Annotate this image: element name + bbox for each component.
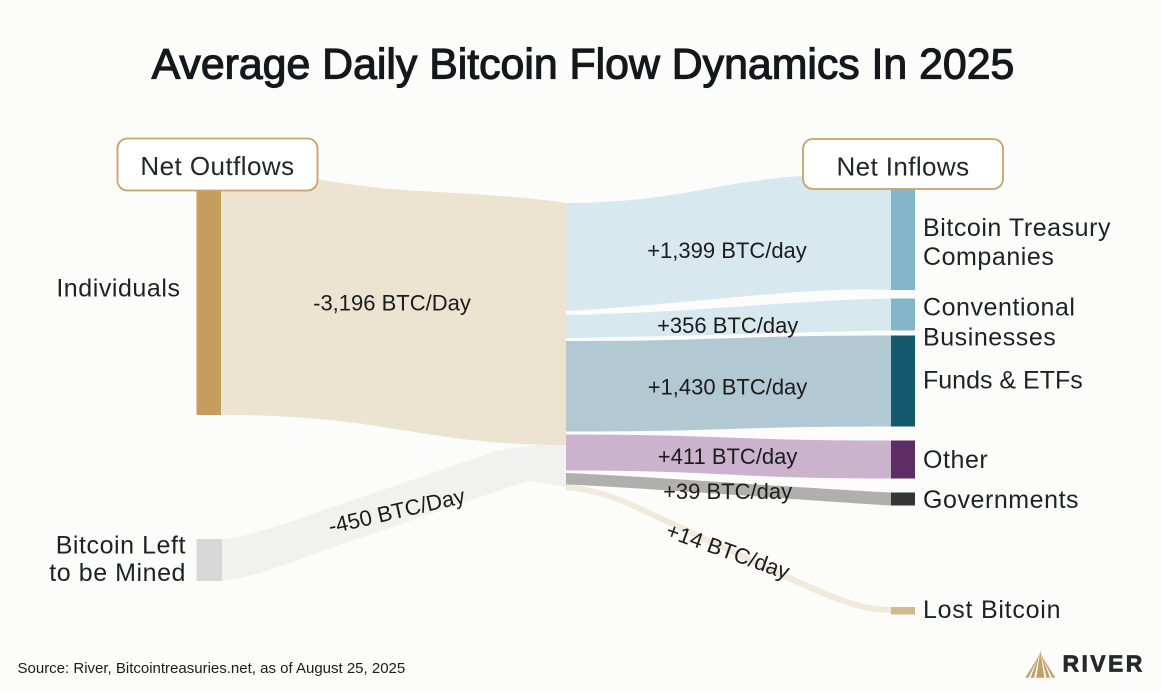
svg-text:Net Inflows: Net Inflows — [836, 152, 969, 182]
svg-text:+39 BTC/day: +39 BTC/day — [663, 479, 792, 504]
svg-text:Individuals: Individuals — [56, 275, 180, 303]
svg-text:Other: Other — [923, 446, 988, 474]
svg-text:-3,196 BTC/Day: -3,196 BTC/Day — [313, 291, 471, 316]
svg-text:Companies: Companies — [923, 243, 1054, 271]
svg-text:Net Outflows: Net Outflows — [140, 151, 294, 181]
svg-text:Businesses: Businesses — [923, 324, 1056, 352]
svg-text:Source: River, Bitcointreasuri: Source: River, Bitcointreasuries.net, as… — [18, 660, 406, 677]
svg-text:Funds & ETFs: Funds & ETFs — [923, 367, 1083, 395]
svg-text:+356 BTC/day: +356 BTC/day — [657, 313, 798, 338]
svg-text:Bitcoin Treasury: Bitcoin Treasury — [923, 214, 1111, 242]
svg-text:+411 BTC/day: +411 BTC/day — [658, 444, 798, 469]
svg-text:+1,399 BTC/day: +1,399 BTC/day — [647, 238, 807, 263]
svg-text:to be Mined: to be Mined — [49, 559, 186, 587]
svg-text:Average Daily Bitcoin Flow Dyn: Average Daily Bitcoin Flow Dynamics In 2… — [152, 41, 1015, 89]
svg-text:Governments: Governments — [923, 486, 1079, 514]
svg-text:RIVER: RIVER — [1063, 651, 1145, 677]
svg-text:Lost Bitcoin: Lost Bitcoin — [923, 596, 1061, 624]
svg-text:Conventional: Conventional — [923, 294, 1076, 322]
svg-text:+1,430 BTC/day: +1,430 BTC/day — [648, 375, 808, 400]
svg-text:Bitcoin Left: Bitcoin Left — [56, 532, 186, 560]
